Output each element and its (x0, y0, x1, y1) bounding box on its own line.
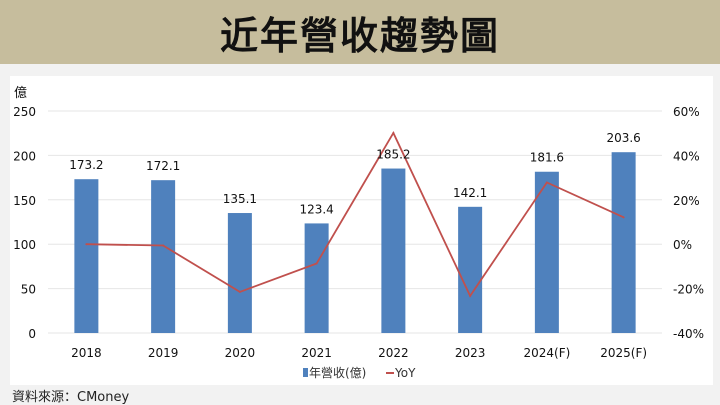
left-tick-label: 150 (13, 194, 36, 208)
x-tick-label: 2025(F) (600, 346, 647, 360)
left-tick-label: 0 (28, 327, 36, 341)
bar-2023 (458, 206, 483, 333)
left-axis-unit: 億 (14, 85, 27, 101)
yoy-point (622, 216, 625, 219)
right-tick-label: 40% (673, 149, 700, 163)
legend-line-label: YoY (394, 366, 416, 380)
yoy-point (162, 244, 165, 247)
x-tick-label: 2018 (71, 346, 102, 360)
right-tick-label: 20% (673, 194, 700, 208)
right-tick-label: -20% (673, 283, 704, 297)
bar-data-label: 181.6 (530, 151, 564, 165)
x-tick-label: 2020 (225, 346, 256, 360)
bar-2022 (381, 168, 406, 333)
bar-data-label: 123.4 (299, 202, 333, 216)
bar-data-label: 135.1 (223, 192, 257, 206)
legend-bar-label: 年營收(億) (309, 366, 366, 380)
right-tick-label: 60% (673, 105, 700, 119)
left-tick-label: 250 (13, 105, 36, 119)
title-band: 近年營收趨勢圖 (0, 0, 720, 64)
legend-bar-swatch (303, 368, 308, 377)
bar-2020 (227, 213, 252, 333)
x-tick-label: 2022 (378, 346, 409, 360)
bar-data-label: 142.1 (453, 186, 487, 200)
bar-data-label: 172.1 (146, 159, 180, 173)
x-tick-label: 2023 (455, 346, 486, 360)
bar-2018 (74, 179, 99, 333)
bar-2019 (151, 180, 176, 333)
bar-2024(F) (534, 171, 559, 333)
left-tick-label: 50 (21, 283, 36, 297)
page-title: 近年營收趨勢圖 (219, 13, 500, 58)
bar-data-label: 173.2 (69, 158, 103, 172)
yoy-point (545, 181, 548, 184)
bar-2025(F) (611, 152, 636, 333)
yoy-line (86, 131, 624, 298)
right-tick-label: 0% (673, 238, 692, 252)
source-note: 資料來源：CMoney (12, 390, 130, 405)
bar-data-label: 185.2 (376, 148, 410, 162)
yoy-point (315, 262, 318, 265)
yoy-point (238, 290, 241, 293)
x-tick-label: 2021 (301, 346, 332, 360)
yoy-point (392, 131, 395, 134)
bar-2021 (304, 223, 329, 333)
yoy-point (469, 294, 472, 297)
x-tick-label: 2019 (148, 346, 179, 360)
yoy-point (85, 243, 88, 246)
x-tick-label: 2024(F) (523, 346, 570, 360)
right-tick-label: -40% (673, 327, 704, 341)
left-tick-label: 100 (13, 238, 36, 252)
left-tick-label: 200 (13, 149, 36, 163)
bar-data-label: 203.6 (606, 131, 640, 145)
